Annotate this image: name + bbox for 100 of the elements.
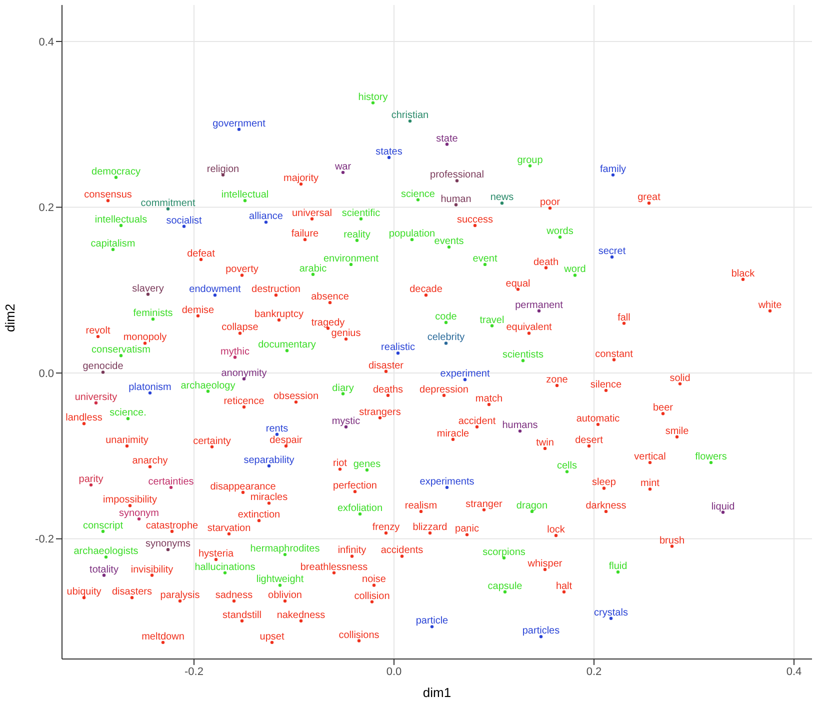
data-label: alliance	[249, 211, 284, 222]
data-label: lock	[547, 524, 566, 536]
data-label: genes	[353, 459, 381, 470]
data-label: infinity	[338, 545, 366, 556]
y-axis-title: dim2	[2, 304, 18, 332]
data-label: particles	[522, 626, 560, 637]
data-label: scientific	[342, 208, 380, 219]
data-label: consensus	[84, 190, 132, 201]
data-label: certainty	[193, 436, 231, 447]
data-label: socialist	[166, 215, 202, 226]
data-label: professional	[430, 170, 484, 181]
data-label: humans	[502, 420, 538, 432]
data-label: paralysis	[160, 590, 200, 601]
data-label: code	[435, 311, 458, 322]
data-label: family	[600, 164, 626, 175]
data-label: population	[388, 228, 436, 240]
data-label: collisions	[338, 630, 380, 641]
data-label: demise	[182, 304, 215, 316]
data-label: conservatism	[92, 344, 150, 356]
data-label: certainties	[148, 476, 194, 488]
data-label: permanent	[515, 300, 564, 311]
data-label: equal	[506, 278, 530, 290]
data-label: majority	[283, 173, 319, 184]
data-label: word	[563, 264, 586, 276]
data-label: oblivion	[268, 590, 302, 601]
data-label: war	[334, 161, 352, 172]
data-label: archaeologists	[74, 546, 138, 558]
data-label: ubiquity	[66, 586, 102, 598]
data-label: capsule	[488, 580, 523, 592]
data-label: words	[546, 226, 574, 238]
data-label: anonymity	[221, 368, 267, 379]
data-label: states	[376, 146, 402, 158]
data-label: miracle	[436, 428, 470, 440]
data-label: monopoly	[123, 332, 167, 344]
data-label: commitment	[140, 198, 196, 209]
y-tick-label: 0.2	[38, 202, 54, 214]
data-label: accident	[458, 416, 496, 427]
data-label: government	[212, 118, 266, 130]
data-label: poverty	[226, 264, 258, 276]
data-label: realism	[404, 500, 438, 512]
data-label: fall	[618, 312, 630, 324]
data-label: success	[456, 214, 494, 226]
data-label: human	[440, 194, 472, 205]
data-label: meltdown	[142, 631, 184, 642]
data-label: separability	[244, 454, 294, 466]
data-label: synonym	[118, 508, 160, 519]
data-label: breathlessness	[300, 562, 368, 573]
data-label: genocide	[82, 361, 124, 372]
data-label: impossibility	[103, 494, 157, 506]
data-label: sadness	[215, 590, 253, 601]
data-label: collapse	[222, 322, 259, 334]
data-label: standstill	[222, 610, 262, 621]
data-label: upset	[260, 631, 284, 642]
data-label: fluid	[608, 560, 628, 572]
data-label: disaster	[368, 360, 404, 372]
data-label: halt	[556, 580, 572, 592]
data-label: conscript	[82, 520, 124, 532]
data-label: christian	[391, 110, 429, 122]
data-label: mythic	[220, 346, 250, 358]
data-label: twin	[536, 437, 554, 448]
data-label: absence	[311, 292, 350, 303]
data-label: hermaphrodites	[250, 544, 320, 555]
data-label: black	[731, 268, 756, 280]
data-label: intellectual	[221, 190, 269, 201]
data-label: events	[434, 236, 464, 248]
data-label: obsession	[273, 391, 319, 402]
data-label: whisper	[526, 558, 563, 570]
data-label: travel	[480, 314, 504, 326]
data-label: secret	[598, 246, 626, 257]
data-label: dragon	[516, 500, 548, 512]
data-label: solid	[670, 372, 690, 384]
data-label: science	[401, 188, 436, 200]
data-label: liquid	[711, 501, 735, 512]
data-label: match	[475, 394, 503, 405]
data-label: experiment	[440, 368, 490, 380]
x-tick-label: 0.0	[386, 666, 402, 678]
data-label: failure	[291, 228, 320, 240]
data-label: noise	[362, 574, 386, 586]
data-label: unanimity	[106, 434, 148, 446]
data-label: panic	[455, 524, 479, 535]
data-label: bankruptcy	[254, 308, 304, 320]
data-label: disasters	[112, 586, 152, 598]
data-label: endowment	[189, 284, 242, 296]
data-label: constant	[595, 348, 634, 360]
data-label: accidents	[380, 545, 424, 556]
data-label: realistic	[381, 342, 415, 354]
data-label: lightweight	[256, 574, 304, 586]
data-label: nakedness	[276, 610, 326, 621]
data-label: depression	[420, 384, 468, 396]
data-label: parity	[78, 474, 104, 485]
y-tick-label: -0.2	[35, 534, 54, 546]
data-label: reality	[344, 229, 370, 240]
data-label: starvation	[207, 522, 251, 534]
data-label: automatic	[576, 413, 620, 424]
data-label: slavery	[132, 283, 164, 294]
data-label: desert	[575, 434, 604, 446]
data-label: great	[638, 192, 661, 204]
data-label: documentary	[258, 340, 316, 351]
data-label: reticence	[224, 396, 265, 408]
data-label: deaths	[372, 384, 404, 396]
